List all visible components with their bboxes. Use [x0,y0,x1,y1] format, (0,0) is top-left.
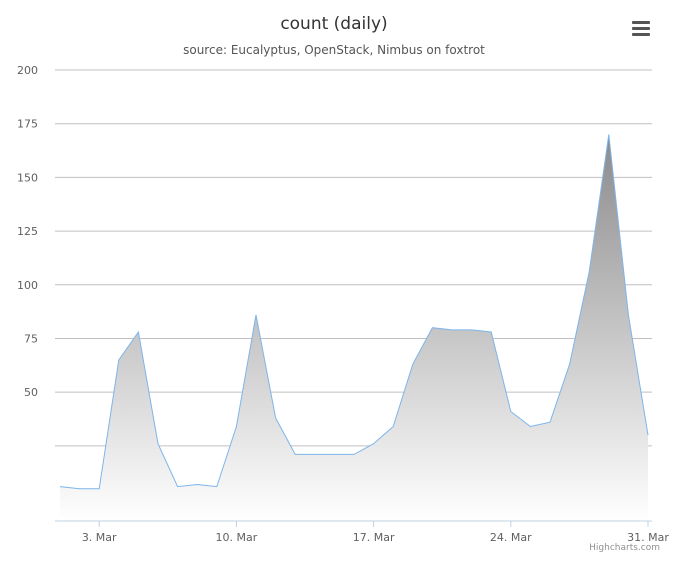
y-tick-label: 125 [17,225,38,238]
hamburger-menu-icon[interactable] [628,18,654,40]
y-tick-label: 75 [24,332,38,345]
chart-title: count (daily) [280,14,388,34]
x-tick-label: 3. Mar [82,531,117,544]
credits-link[interactable]: Highcharts.com [589,543,660,553]
y-tick-label: 100 [17,279,38,292]
series-line [59,134,649,490]
x-tick-label: 17. Mar [353,531,395,544]
series-area [60,134,648,521]
y-tick-label: 175 [17,118,38,131]
x-tick-label: 10. Mar [216,531,258,544]
y-tick-label: 150 [17,171,38,184]
chart-subtitle: source: Eucalyptus, OpenStack, Nimbus on… [183,43,485,57]
x-axis: 3. Mar 10. Mar 17. Mar 24. Mar 31. Mar [82,521,669,544]
x-tick-label: 24. Mar [490,531,532,544]
x-tick-label: 31. Mar [627,531,669,544]
y-axis: 200 175 150 125 100 75 50 [17,64,38,399]
y-tick-label: 200 [17,64,38,77]
y-tick-label: 50 [24,386,38,399]
